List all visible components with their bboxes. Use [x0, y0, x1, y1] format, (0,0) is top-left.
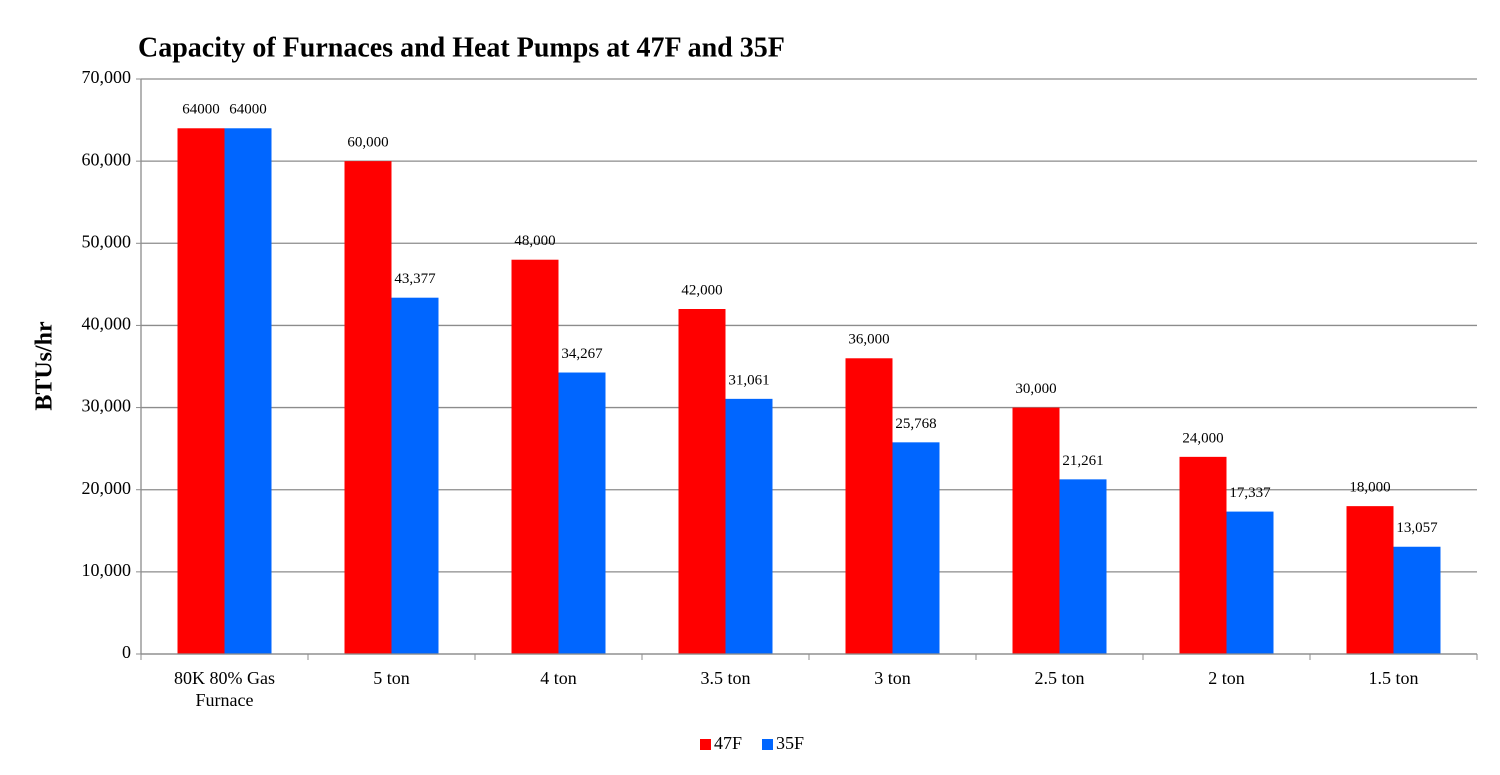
x-tick-label: 1.5 ton — [1368, 668, 1419, 688]
x-tick-label: 2.5 ton — [1034, 668, 1085, 688]
bar — [391, 297, 439, 654]
data-label: 43,377 — [394, 271, 436, 287]
data-label: 36,000 — [848, 332, 889, 348]
x-tick-label: 3.5 ton — [700, 668, 751, 688]
legend-swatch — [700, 739, 711, 750]
y-tick-label: 60,000 — [82, 149, 132, 169]
bar — [344, 161, 392, 654]
data-label: 31,061 — [728, 372, 769, 388]
bar — [845, 358, 893, 654]
data-label: 25,768 — [895, 416, 936, 432]
bar — [1012, 407, 1060, 654]
bar — [511, 259, 559, 654]
legend-label: 35F — [776, 733, 804, 753]
bar — [725, 398, 773, 654]
data-label: 21,261 — [1062, 453, 1103, 469]
bar — [1059, 479, 1107, 654]
bar — [1226, 511, 1274, 654]
data-label: 13,057 — [1396, 520, 1438, 536]
x-tick-label: 2 ton — [1208, 668, 1245, 688]
y-tick-label: 30,000 — [82, 396, 132, 416]
data-label: 24,000 — [1182, 430, 1223, 446]
bar — [177, 128, 225, 655]
chart-title: Capacity of Furnaces and Heat Pumps at 4… — [138, 32, 785, 63]
data-label: 30,000 — [1015, 381, 1056, 397]
y-tick-label: 40,000 — [82, 314, 132, 334]
y-tick-label: 10,000 — [82, 560, 132, 580]
x-tick-label: 5 ton — [373, 668, 410, 688]
data-label: 64000 — [182, 102, 220, 118]
legend-label: 47F — [714, 733, 742, 753]
data-label: 48,000 — [514, 233, 555, 249]
data-label: 17,337 — [1229, 485, 1271, 501]
bar — [892, 442, 940, 654]
legend-swatch — [762, 739, 773, 750]
data-label: 34,267 — [561, 346, 603, 362]
x-tick-label: 80K 80% Gas Furnace — [174, 668, 275, 710]
y-tick-label: 20,000 — [82, 478, 132, 498]
y-axis-label: BTUs/hr — [32, 321, 58, 411]
bar — [1179, 456, 1227, 654]
y-tick-label: 70,000 — [82, 67, 132, 87]
x-tick-label: 3 ton — [874, 668, 911, 688]
bar — [558, 372, 606, 654]
bar — [224, 128, 272, 655]
y-tick-label: 50,000 — [82, 231, 132, 251]
bar — [678, 309, 726, 654]
y-tick-label: 0 — [122, 642, 131, 662]
data-label: 60,000 — [347, 135, 388, 151]
bar — [1346, 506, 1394, 654]
data-label: 42,000 — [681, 282, 722, 298]
x-tick-label: 4 ton — [540, 668, 577, 688]
bar — [1393, 546, 1441, 654]
data-label: 64000 — [229, 102, 267, 118]
data-label: 18,000 — [1349, 480, 1390, 496]
